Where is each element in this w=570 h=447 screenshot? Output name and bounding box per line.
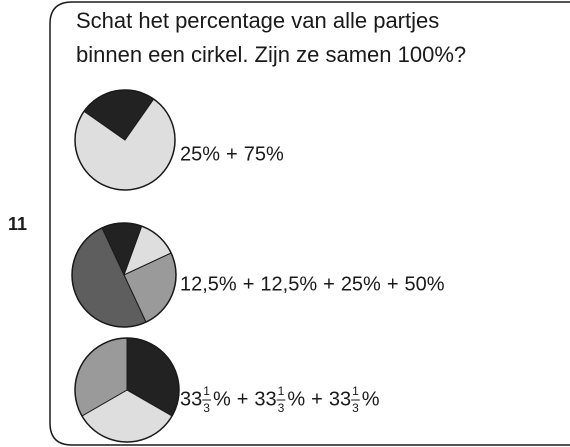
label-part: 75% (244, 143, 284, 165)
label-part: 3 (278, 401, 285, 415)
label-part: 1 (278, 384, 285, 398)
label-part: + (237, 388, 249, 410)
label-part: + (226, 143, 238, 165)
exercise-number: 11 (8, 214, 27, 234)
label-part: + (387, 273, 399, 295)
question-line: binnen een cirkel. Zijn ze samen 100%? (76, 42, 466, 67)
label-part: + (323, 273, 335, 295)
label-part: 25% (341, 273, 381, 295)
question-line: Schat het percentage van alle partjes (76, 8, 439, 33)
label-part: 3 (352, 401, 359, 415)
pie-outline (74, 337, 180, 443)
label-part: 50% (405, 273, 445, 295)
label-part: 33 (180, 388, 202, 410)
label-part: 3 (203, 401, 210, 415)
frame (49, 1, 570, 446)
pie-outline (74, 89, 176, 191)
label-part: 12,5% (180, 273, 237, 295)
label-part: 33 (329, 388, 351, 410)
label-part: 1 (203, 384, 210, 398)
label-part: 25% (180, 143, 220, 165)
label-part: % (287, 388, 305, 410)
label-part: % (213, 388, 231, 410)
label-part: % (362, 388, 380, 410)
label-part: 33 (254, 388, 276, 410)
pie-outline (71, 222, 177, 328)
label-part: 1 (352, 384, 359, 398)
label-part: + (243, 273, 255, 295)
label-part: 12,5% (260, 273, 317, 295)
label-part: + (311, 388, 323, 410)
